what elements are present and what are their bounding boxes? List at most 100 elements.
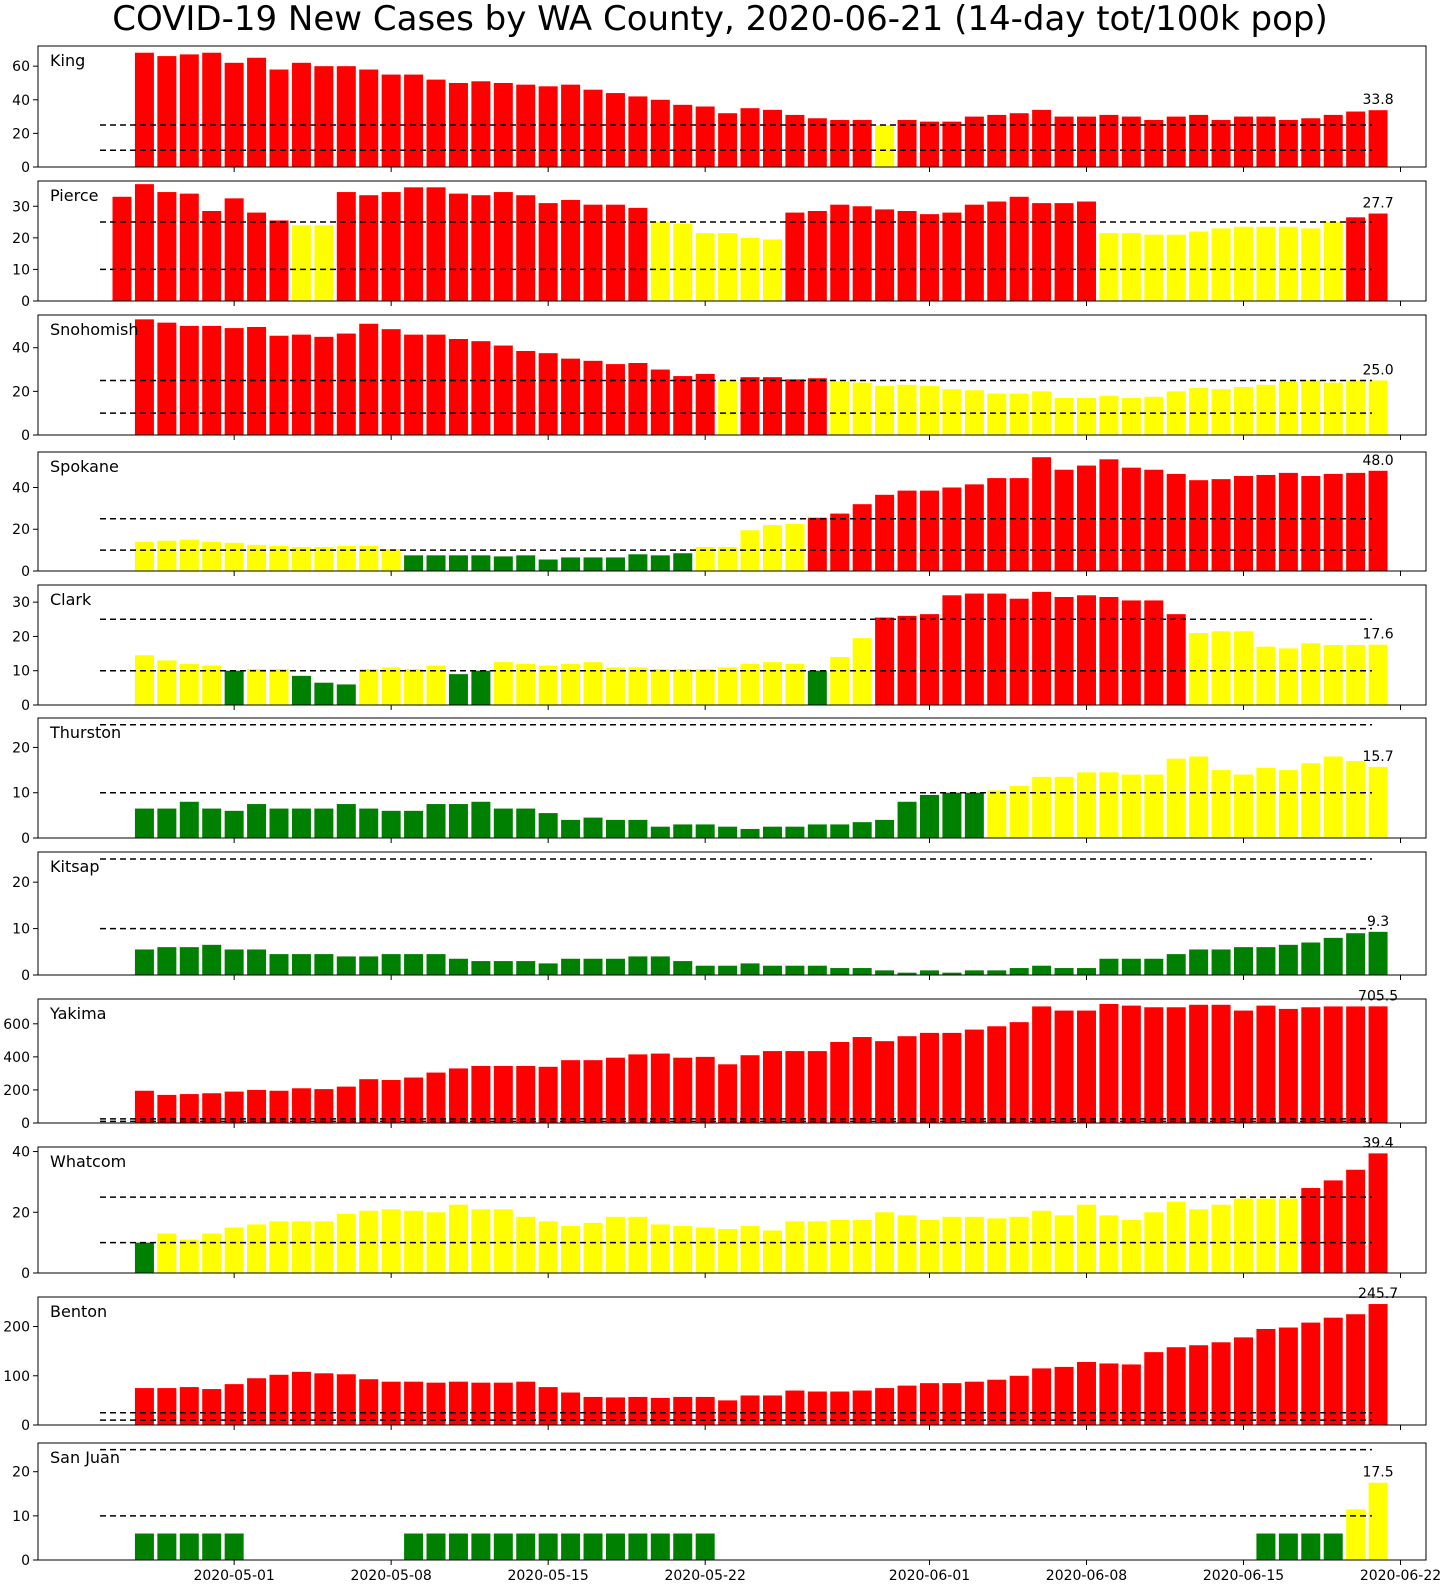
- bar-pierce-14: [426, 187, 446, 301]
- bar-snohomish-54: [1346, 380, 1366, 435]
- bar-benton-3: [202, 1389, 222, 1425]
- bar-spokane-11: [381, 549, 401, 571]
- bar-thurston-30: [807, 824, 827, 838]
- bar-spokane-55: [1368, 470, 1388, 571]
- bar-benton-43: [1099, 1363, 1119, 1425]
- bar-whatcom-37: [964, 1216, 984, 1273]
- bar-spokane-18: [538, 559, 558, 571]
- bar-snohomish-39: [1009, 393, 1029, 435]
- bar-pierce-7: [269, 220, 289, 301]
- end-value-label-clark: 17.6: [1362, 627, 1393, 643]
- y-tick-label-spokane-0: 0: [21, 564, 30, 580]
- bar-whatcom-55: [1368, 1153, 1388, 1273]
- bar-clark-24: [673, 669, 693, 705]
- axes-frame-kitsap: [37, 851, 1427, 976]
- bar-whatcom-16: [493, 1209, 513, 1273]
- bar-clark-9: [336, 684, 356, 705]
- bar-spokane-24: [673, 553, 693, 571]
- bar-king-39: [1009, 113, 1029, 167]
- x-tick-label-1: 2020-05-08: [350, 1568, 431, 1584]
- bar-benton-31: [830, 1391, 850, 1425]
- bar-spokane-52: [1301, 476, 1321, 571]
- bar-pierce-20: [561, 199, 581, 301]
- bar-king-9: [336, 66, 356, 167]
- bar-pierce-37: [942, 212, 962, 301]
- bar-snohomish-25: [695, 373, 715, 435]
- bar-clark-49: [1234, 631, 1253, 705]
- y-tick-label-king-40: 40: [12, 93, 30, 109]
- bar-pierce-21: [583, 204, 603, 301]
- bar-benton-2: [179, 1387, 199, 1425]
- bar-pierce-44: [1099, 233, 1119, 301]
- bar-king-18: [538, 86, 558, 167]
- bar-clark-44: [1121, 600, 1141, 705]
- bar-whatcom-36: [942, 1216, 962, 1273]
- bar-clark-6: [269, 669, 289, 705]
- bar-snohomish-11: [381, 329, 401, 435]
- bar-pierce-18: [516, 195, 536, 301]
- bar-yakima-50: [1256, 1005, 1276, 1123]
- bar-whatcom-52: [1301, 1187, 1321, 1273]
- axes-frame-san-juan: [37, 1442, 1427, 1561]
- bar-spokane-28: [762, 525, 782, 571]
- bar-yakima-24: [673, 1057, 693, 1123]
- bar-pierce-6: [247, 212, 267, 301]
- bar-spokane-1: [157, 540, 177, 571]
- bar-clark-30: [807, 670, 827, 705]
- bar-benton-13: [426, 1382, 446, 1425]
- bar-snohomish-38: [987, 393, 1007, 435]
- bar-king-5: [247, 57, 267, 168]
- bar-kitsap-37: [964, 970, 984, 975]
- bar-clark-2: [179, 663, 199, 705]
- bar-pierce-1: [134, 184, 154, 301]
- bar-whatcom-13: [426, 1212, 446, 1273]
- bar-pierce-8: [291, 225, 311, 301]
- bar-pierce-51: [1256, 226, 1276, 301]
- bar-san-juan-15: [471, 1533, 491, 1560]
- bar-snohomish-45: [1144, 396, 1164, 435]
- bar-spokane-53: [1323, 473, 1343, 571]
- bar-san-juan-0: [134, 1533, 154, 1560]
- bar-king-7: [291, 62, 311, 168]
- y-tick-label-whatcom-40: 40: [12, 1145, 30, 1161]
- bar-benton-14: [448, 1381, 468, 1425]
- bar-thurston-18: [538, 813, 558, 838]
- bar-snohomish-8: [314, 336, 334, 435]
- bar-kitsap-54: [1346, 933, 1366, 975]
- bar-whatcom-15: [471, 1209, 491, 1273]
- bar-thurston-42: [1076, 772, 1096, 838]
- bar-yakima-44: [1121, 1005, 1141, 1123]
- bar-snohomish-34: [897, 384, 917, 435]
- x-tick-label-6: 2020-06-15: [1203, 1568, 1284, 1584]
- bar-thurston-28: [762, 826, 782, 838]
- bar-kitsap-2: [179, 947, 199, 975]
- bar-thurston-15: [471, 801, 491, 838]
- county-label-snohomish: Snohomish: [50, 320, 139, 339]
- bar-san-juan-54: [1346, 1509, 1366, 1560]
- y-tick-label-clark-0: 0: [21, 698, 30, 714]
- bar-kitsap-7: [291, 954, 311, 975]
- bar-clark-51: [1278, 648, 1298, 705]
- bar-benton-45: [1144, 1352, 1164, 1425]
- bar-spokane-47: [1189, 480, 1209, 571]
- bar-thurston-36: [942, 792, 962, 838]
- bar-king-38: [987, 114, 1007, 167]
- bar-thurston-21: [605, 819, 625, 838]
- bar-benton-5: [247, 1378, 267, 1425]
- bar-benton-39: [1009, 1375, 1029, 1425]
- bar-thurston-38: [987, 790, 1007, 838]
- axes-frame-spokane: [37, 451, 1427, 572]
- bar-pierce-46: [1144, 234, 1164, 301]
- bar-spokane-26: [718, 546, 738, 571]
- bar-yakima-7: [291, 1088, 311, 1123]
- bar-thurston-14: [448, 804, 468, 838]
- bar-whatcom-20: [583, 1222, 603, 1273]
- bar-thurston-53: [1323, 756, 1343, 838]
- bar-pierce-10: [336, 192, 356, 301]
- bar-thurston-0: [134, 808, 154, 838]
- bar-whatcom-27: [740, 1225, 760, 1273]
- bar-spokane-7: [291, 546, 311, 571]
- bar-benton-41: [1054, 1366, 1074, 1425]
- axes-frame-pierce: [37, 180, 1427, 302]
- bar-whatcom-1: [157, 1233, 177, 1273]
